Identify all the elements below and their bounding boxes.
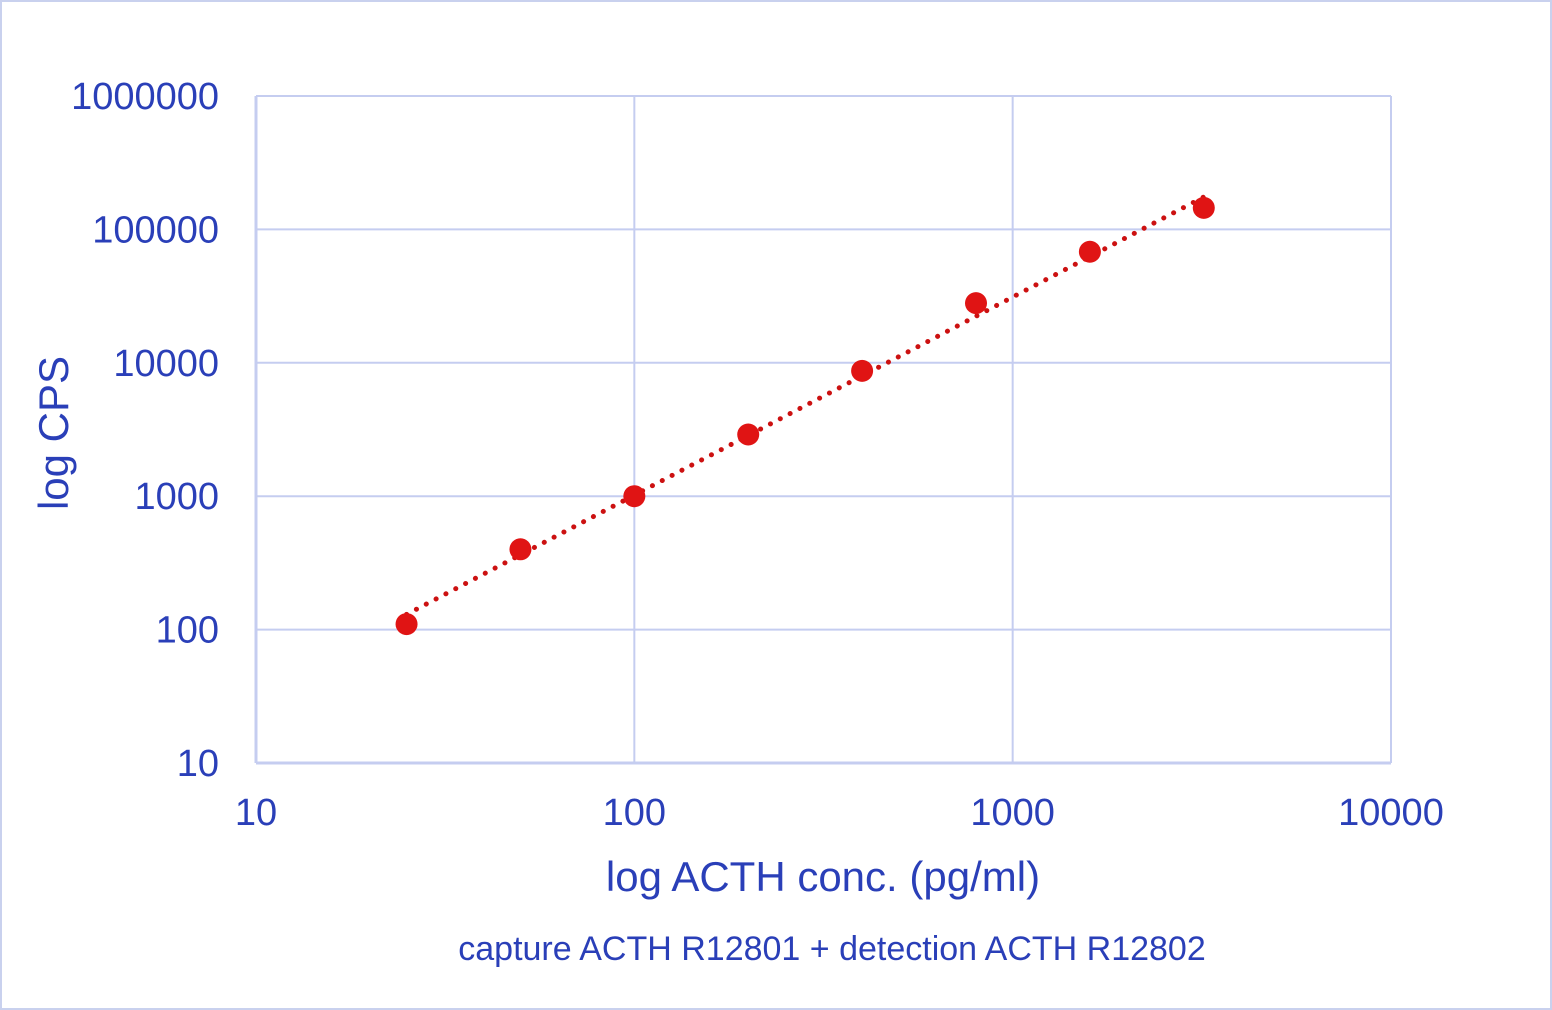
x-tick-label: 100 [603,792,666,834]
data-point [509,538,532,561]
data-point [1192,196,1215,219]
data-point [851,359,874,382]
y-axis-title: log CPS [30,356,77,510]
y-tick-label: 1000 [134,476,219,518]
data-point [1078,240,1101,263]
grid-layer [254,95,1392,765]
data-point [737,423,760,446]
y-tick-label: 1000000 [71,76,219,118]
y-tick-label: 10 [177,743,219,785]
x-tick-label: 1000 [970,792,1055,834]
chart-caption: capture ACTH R12801 + detection ACTH R12… [458,930,1206,968]
y-tick-label: 10000 [113,343,219,385]
tick-layer: 10 100 1000 10000 100000 1000000 10 100 1000 1000… [71,76,1444,834]
point-layer [395,196,1215,636]
data-point [965,292,988,315]
data-point [395,613,418,636]
data-point [623,485,646,508]
y-tick-label: 100 [156,610,219,652]
x-tick-label: 10 [235,792,277,834]
x-axis-title: log ACTH conc. (pg/ml) [606,853,1040,900]
y-tick-label: 100000 [92,209,219,251]
x-tick-label: 10000 [1338,792,1444,834]
